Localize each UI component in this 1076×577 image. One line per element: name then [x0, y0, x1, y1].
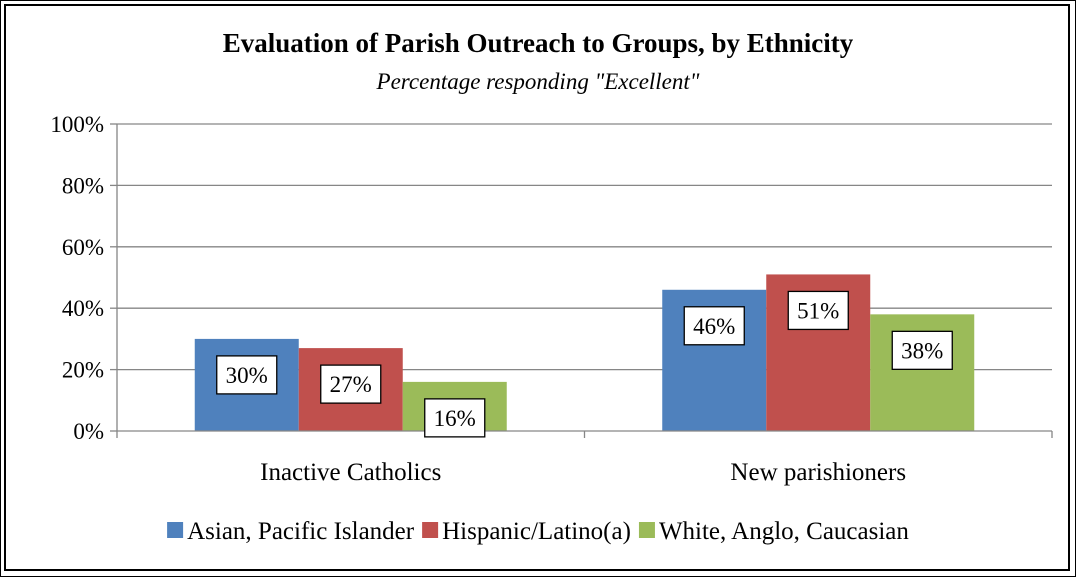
legend-swatch [167, 522, 184, 538]
legend-swatch [422, 522, 439, 538]
legend-label: Asian, Pacific Islander [187, 518, 415, 545]
legend-label: White, Anglo, Caucasian [659, 518, 909, 545]
data-label: 16% [434, 406, 476, 431]
bars [194, 274, 975, 431]
data-label-box [891, 330, 953, 370]
data-label-box [216, 355, 278, 395]
legend-label: Hispanic/Latino(a) [442, 518, 631, 545]
data-label: 27% [330, 372, 372, 397]
legend: Asian, Pacific Islander Hispanic/Latino(a… [167, 518, 909, 545]
category-label: Inactive Catholics [260, 459, 441, 486]
data-label-box [320, 364, 382, 404]
y-tick-label: 0% [73, 419, 104, 444]
chart-inner-border [4, 4, 1070, 571]
data-label: 30% [226, 363, 268, 388]
data-labels: 30% 27% 16% 46% 51% 38% [216, 290, 953, 438]
y-tick-label: 60% [62, 235, 104, 260]
data-label-box [424, 398, 486, 438]
y-tick-label: 80% [62, 173, 104, 198]
data-label: 46% [693, 314, 735, 339]
data-label: 38% [901, 338, 943, 363]
chart-title: Evaluation of Parish Outreach to Groups,… [222, 28, 854, 58]
chart-subtitle: Percentage responding "Excellent" [376, 69, 700, 94]
category-label: New parishioners [730, 459, 906, 486]
y-tick-label: 100% [50, 112, 104, 137]
data-label-box [787, 290, 849, 331]
y-tick-label: 40% [62, 296, 104, 321]
legend-swatch [638, 522, 655, 538]
axes: 0% 20% 40% 60% 80% 100% Inactive Catholics New … [50, 112, 1053, 486]
data-label: 51% [797, 298, 839, 323]
data-label-box [683, 306, 745, 346]
y-tick-label: 20% [62, 358, 104, 383]
